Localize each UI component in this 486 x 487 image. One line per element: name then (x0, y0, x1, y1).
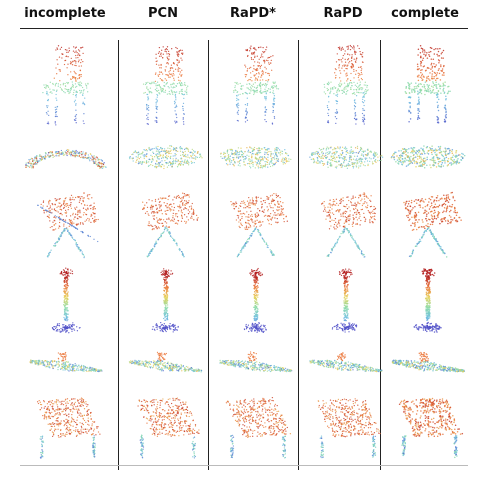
point-cloud-cabinet-complete (398, 397, 464, 459)
point-cloud-watercraft-complete (391, 351, 466, 373)
point-cloud-lamp-pcn (151, 268, 179, 333)
point-cloud-car-rapd-star (220, 146, 292, 169)
column-header-incomplete: incomplete (24, 6, 106, 21)
point-cloud-chair-rapd (323, 44, 369, 125)
point-cloud-car-rapd (309, 145, 384, 169)
point-cloud-car-complete (390, 145, 466, 169)
point-cloud-watercraft-rapd (309, 352, 383, 373)
top-rule (20, 28, 468, 29)
point-cloud-cabinet-incomplete (36, 397, 101, 459)
column-header-pcn: PCN (148, 6, 178, 21)
column-divider-3 (298, 40, 299, 470)
point-cloud-watercraft-pcn (128, 351, 203, 373)
point-cloud-lamp-rapd (331, 268, 358, 333)
point-cloud-table-incomplete (37, 192, 99, 259)
point-cloud-lamp-incomplete (51, 267, 81, 334)
column-divider-1 (118, 40, 119, 470)
point-cloud-table-complete (403, 191, 462, 258)
point-cloud-chair-rapd-star (233, 45, 280, 125)
point-cloud-watercraft-rapd-star (219, 351, 293, 373)
point-cloud-cabinet-rapd-star (225, 396, 292, 459)
column-header-complete: complete (391, 6, 459, 21)
column-header-rapd-star: RaPD* (230, 6, 276, 21)
bottom-rule (20, 465, 468, 466)
point-cloud-cabinet-rapd (317, 398, 381, 459)
point-cloud-car-incomplete (25, 149, 107, 169)
point-cloud-watercraft-incomplete (29, 351, 103, 373)
point-cloud-car-pcn (128, 145, 203, 170)
point-cloud-table-rapd (320, 192, 377, 258)
point-cloud-lamp-complete (413, 268, 442, 333)
point-cloud-chair-incomplete (42, 45, 89, 126)
column-divider-2 (208, 40, 209, 470)
point-cloud-chair-pcn (142, 46, 189, 125)
point-cloud-table-pcn (142, 192, 199, 258)
point-cloud-lamp-rapd-star (243, 267, 267, 334)
point-cloud-cabinet-pcn (137, 397, 200, 459)
point-cloud-table-rapd-star (230, 192, 288, 258)
point-cloud-chair-complete (404, 44, 451, 124)
column-divider-4 (380, 40, 381, 470)
column-header-rapd: RaPD (323, 6, 363, 21)
